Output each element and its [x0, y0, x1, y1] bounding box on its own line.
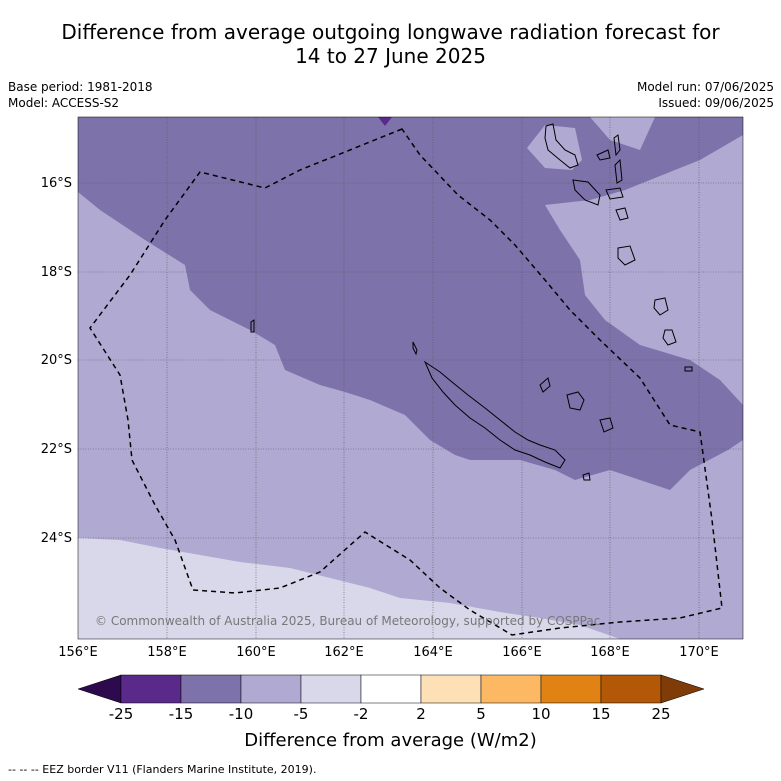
anomaly-notch: [378, 117, 392, 126]
map-title-line-1: Difference from average outgoing longwav…: [61, 20, 720, 44]
graticule: [78, 117, 743, 639]
colorbar-cell: [480, 674, 542, 704]
coastlines: [250, 123, 693, 481]
colorbar-tick: 15: [591, 705, 611, 723]
lat-label: 16°S: [40, 176, 72, 191]
colorbar-over-arrow: [660, 674, 705, 704]
lat-label: 18°S: [40, 265, 72, 280]
anomaly-band-weak: [78, 538, 620, 639]
colorbar-tick: -10: [228, 705, 254, 723]
colorbar-tick: 10: [531, 705, 551, 723]
colorbar-cell: [180, 674, 242, 704]
colorbar: [77, 674, 705, 704]
colorbar-label: Difference from average (W/m2): [244, 730, 537, 751]
colorbar-tick: -5: [293, 705, 309, 723]
colorbar-cell: [360, 674, 422, 704]
lon-label: 170°E: [679, 645, 719, 660]
issued-date: Issued: 09/06/2025: [658, 96, 774, 110]
new-caledonia-coast: [423, 360, 566, 469]
colorbar-tick: 5: [476, 705, 486, 723]
lon-label: 160°E: [236, 645, 276, 660]
colorbar-tick: 2: [416, 705, 426, 723]
eez-legend-note: -- -- -- EEZ border V11 (Flanders Marine…: [8, 763, 317, 776]
colorbar-tick: 25: [651, 705, 671, 723]
colorbar-cell: [600, 674, 662, 704]
anomaly-patch-north-vanuatu: [527, 125, 582, 170]
lon-label: 156°E: [58, 645, 98, 660]
lon-label: 166°E: [502, 645, 542, 660]
colorbar-cell: [540, 674, 602, 704]
model-run: Model run: 07/06/2025: [636, 80, 774, 94]
lon-label: 158°E: [147, 645, 187, 660]
copyright-notice: © Commonwealth of Australia 2025, Bureau…: [95, 614, 601, 628]
colorbar-cell: [240, 674, 302, 704]
lat-label: 24°S: [40, 531, 72, 546]
lon-label: 168°E: [590, 645, 630, 660]
eez-border: [89, 128, 723, 636]
colorbar-tick: -2: [353, 705, 369, 723]
lon-label: 162°E: [324, 645, 364, 660]
lat-label: 22°S: [40, 442, 72, 457]
map-area: [78, 117, 743, 639]
map-title-line-2: 14 to 27 June 2025: [295, 44, 486, 68]
model-name: Model: ACCESS-S2: [8, 96, 120, 110]
base-period: Base period: 1981-2018: [8, 80, 153, 94]
lon-label: 164°E: [413, 645, 453, 660]
colorbar-under-arrow: [77, 674, 122, 704]
colorbar-cell: [300, 674, 362, 704]
anomaly-band-strong: [78, 117, 743, 490]
colorbar-tick: -25: [108, 705, 134, 723]
colorbar-cell: [120, 674, 182, 704]
colorbar-tick: -15: [168, 705, 194, 723]
colorbar-cell: [420, 674, 482, 704]
lat-label: 20°S: [40, 353, 72, 368]
